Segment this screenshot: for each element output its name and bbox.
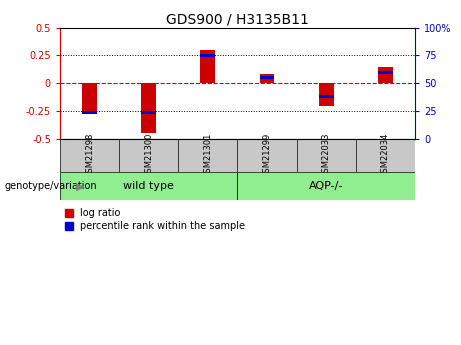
Bar bbox=[201, 50, 215, 83]
Bar bbox=[141, 111, 156, 114]
Bar bbox=[237, 172, 415, 200]
Text: wild type: wild type bbox=[123, 181, 174, 191]
Bar bbox=[378, 71, 393, 74]
Bar bbox=[60, 172, 237, 200]
Text: GSM21299: GSM21299 bbox=[262, 133, 272, 178]
Bar bbox=[141, 83, 156, 133]
Bar bbox=[319, 83, 334, 106]
Legend: log ratio, percentile rank within the sample: log ratio, percentile rank within the sa… bbox=[65, 208, 245, 231]
Bar bbox=[82, 111, 97, 114]
Text: AQP-/-: AQP-/- bbox=[309, 181, 343, 191]
Bar bbox=[378, 67, 393, 83]
Bar bbox=[260, 76, 274, 79]
Text: GSM21298: GSM21298 bbox=[85, 133, 94, 178]
Bar bbox=[82, 83, 97, 113]
Title: GDS900 / H3135B11: GDS900 / H3135B11 bbox=[166, 12, 309, 27]
Text: genotype/variation: genotype/variation bbox=[5, 181, 97, 191]
Text: GSM22034: GSM22034 bbox=[381, 133, 390, 178]
Bar bbox=[201, 54, 215, 57]
Text: GSM21301: GSM21301 bbox=[203, 133, 213, 178]
Text: ▶: ▶ bbox=[76, 181, 84, 191]
Bar bbox=[319, 95, 334, 98]
Text: GSM22033: GSM22033 bbox=[322, 133, 331, 178]
Bar bbox=[260, 74, 274, 83]
Text: GSM21300: GSM21300 bbox=[144, 133, 153, 178]
